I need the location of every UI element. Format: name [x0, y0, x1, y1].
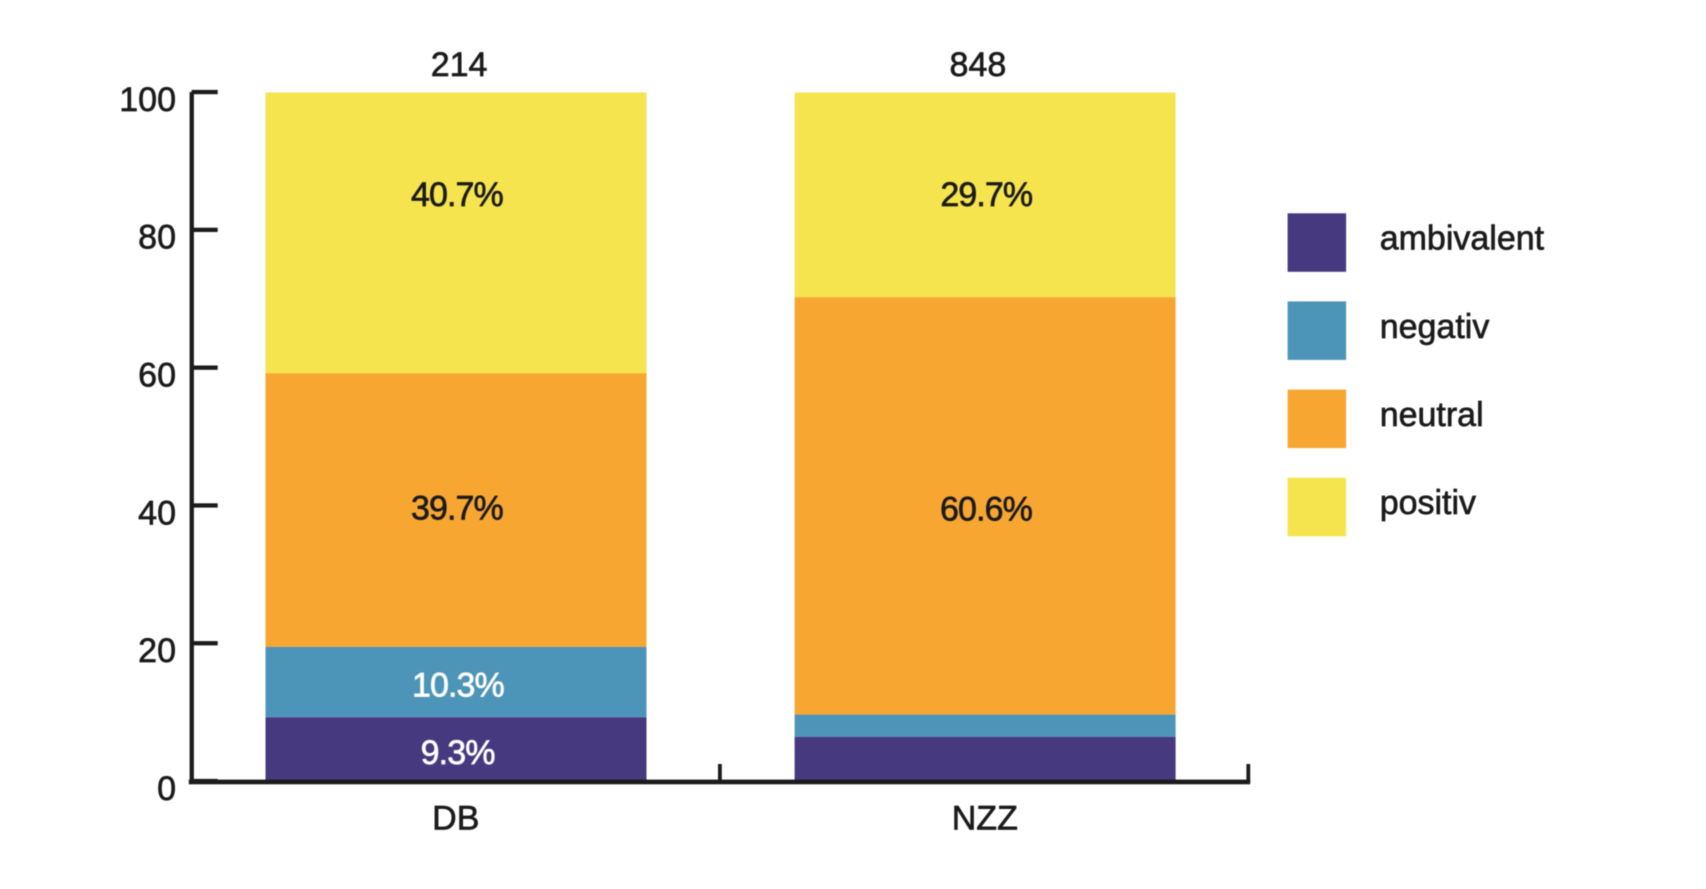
- svg-text:negativ: negativ: [1380, 308, 1490, 346]
- svg-text:10.3%: 10.3%: [412, 666, 505, 704]
- svg-text:9.3%: 9.3%: [421, 734, 496, 772]
- svg-text:848: 848: [950, 46, 1007, 84]
- svg-text:40.7%: 40.7%: [411, 176, 504, 214]
- svg-text:0: 0: [157, 770, 176, 808]
- svg-text:39.7%: 39.7%: [411, 490, 504, 528]
- svg-text:214: 214: [431, 46, 488, 84]
- svg-text:40: 40: [138, 494, 176, 532]
- svg-text:100: 100: [119, 81, 176, 119]
- svg-text:DB: DB: [432, 800, 479, 838]
- svg-text:NZZ: NZZ: [952, 800, 1018, 838]
- svg-text:60: 60: [138, 357, 176, 395]
- svg-text:ambivalent: ambivalent: [1380, 220, 1545, 258]
- svg-text:29.7%: 29.7%: [940, 176, 1033, 214]
- svg-text:neutral: neutral: [1380, 396, 1484, 434]
- svg-text:60.6%: 60.6%: [940, 491, 1033, 529]
- svg-text:20: 20: [138, 632, 176, 670]
- svg-text:positiv: positiv: [1380, 484, 1476, 522]
- svg-text:80: 80: [138, 219, 176, 257]
